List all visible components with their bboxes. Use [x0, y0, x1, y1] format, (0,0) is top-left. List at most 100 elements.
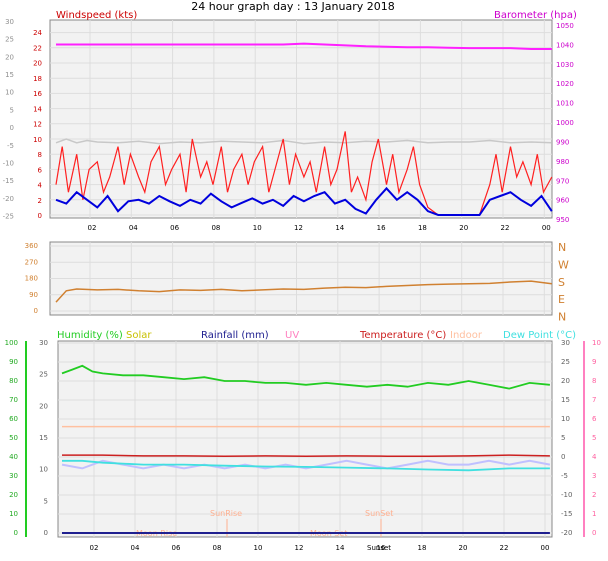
- x-tick-label: 04: [131, 544, 140, 552]
- wind-tick-label-grey: 30: [5, 18, 14, 26]
- wind-tick-label: 2: [38, 197, 42, 205]
- x-tick-label: 12: [295, 544, 304, 552]
- baro-tick-label: 970: [556, 177, 569, 185]
- wind-tick-label-grey: -10: [3, 159, 14, 167]
- humidity-tick-label: 80: [9, 377, 18, 385]
- compass-label: S: [558, 276, 565, 289]
- multi-plot-area: [57, 340, 553, 538]
- baro-tick-label: 1030: [556, 61, 574, 69]
- baro-tick-label: 1000: [556, 119, 574, 127]
- barometer-line: [56, 42, 552, 50]
- x-tick-label: 18: [418, 544, 427, 552]
- uv-tick-label: 6: [592, 415, 597, 423]
- x-tick-label: 20: [459, 224, 468, 232]
- wind-tick-label-grey: -15: [3, 177, 14, 185]
- legend-label: Indoor: [450, 330, 483, 341]
- direction-tick-label: 360: [25, 242, 38, 250]
- wind-tick-label-grey: 25: [5, 36, 14, 44]
- sunset-x-label: Sunset: [367, 544, 391, 552]
- solar-tick-label: 5: [44, 497, 48, 505]
- humidity-tick-label: 100: [5, 339, 18, 347]
- wind-tick-label: 12: [33, 121, 42, 129]
- temp-tick-label: 15: [561, 396, 570, 404]
- x-tick-label: 16: [377, 544, 386, 552]
- compass-label: E: [558, 293, 565, 306]
- humidity-tick-label: 0: [14, 529, 18, 537]
- legend-label: Solar: [126, 330, 152, 341]
- humidity-tick-label: 60: [9, 415, 18, 423]
- compass-label: W: [558, 258, 569, 271]
- chart-title: 24 hour graph day : 13 January 2018: [191, 0, 395, 13]
- wind-plot-area: [49, 19, 553, 219]
- humidity-tick-label: 40: [9, 453, 18, 461]
- x-tick-label: 08: [213, 544, 222, 552]
- dewpoint-line: [62, 459, 550, 472]
- uv-tick-label: 2: [592, 491, 596, 499]
- wind-tick-label: 24: [33, 29, 42, 37]
- solar-tick-label: 0: [44, 529, 48, 537]
- uv-tick-label: 9: [592, 358, 596, 366]
- x-tick-label: 18: [418, 224, 427, 232]
- compass-label: N: [558, 241, 566, 254]
- direction-tick-label: 270: [25, 258, 38, 266]
- temp-tick-label: 25: [561, 358, 570, 366]
- temp-tick-label: 5: [561, 434, 565, 442]
- uv-tick-label: 0: [592, 529, 596, 537]
- baro-tick-label: 1020: [556, 80, 574, 88]
- solar-tick-label: 10: [39, 466, 48, 474]
- x-tick-label: 04: [129, 224, 138, 232]
- x-tick-label: 14: [336, 544, 345, 552]
- humidity-line: [61, 364, 550, 390]
- uv-tick-label: 4: [592, 453, 597, 461]
- wind-tick-label: 8: [38, 151, 42, 159]
- legend-label: Dew Point (°C): [503, 330, 576, 341]
- wind-avg-line: [55, 186, 553, 216]
- solar-tick-label: 30: [39, 339, 48, 347]
- wind-tick-label-grey: 20: [5, 53, 14, 61]
- wind-tick-label: 10: [33, 136, 42, 144]
- uv-tick-label: 3: [592, 472, 596, 480]
- wind-tick-label-grey: 0: [10, 124, 14, 132]
- baro-tick-label: 980: [556, 158, 569, 166]
- temp-tick-label: -5: [561, 472, 568, 480]
- x-tick-label: 08: [211, 224, 220, 232]
- legend-label: Temperature (°C): [359, 330, 446, 341]
- uv-tick-label: 10: [592, 339, 601, 347]
- humidity-tick-label: 90: [9, 358, 18, 366]
- direction-tick-label: 0: [34, 307, 38, 315]
- wind-tick-label: 18: [33, 75, 42, 83]
- baro-tick-label: 960: [556, 197, 569, 205]
- sunset-label: SunSet: [365, 509, 393, 518]
- wind-tick-label: 16: [33, 90, 42, 98]
- temperature-line: [62, 454, 550, 457]
- wind-tick-label: 14: [33, 105, 42, 113]
- wind-tick-label: 22: [33, 44, 42, 52]
- baro-axis-label: Barometer (hpa): [494, 10, 577, 21]
- baro-tick-label: 950: [556, 216, 569, 224]
- direction-line: [55, 280, 552, 303]
- x-tick-label: 10: [254, 544, 263, 552]
- humidity-tick-label: 70: [9, 396, 18, 404]
- wind-tick-label-grey: 10: [5, 89, 14, 97]
- wind-tick-label-grey: -5: [7, 142, 14, 150]
- direction-tick-label: 180: [25, 275, 38, 283]
- compass-label: N: [558, 311, 566, 324]
- uv-tick-label: 7: [592, 396, 596, 404]
- temp-tick-label: -15: [561, 510, 572, 518]
- wind-tick-label-grey: -20: [3, 195, 14, 203]
- x-tick-label: 06: [172, 544, 181, 552]
- x-tick-label: 14: [335, 224, 344, 232]
- wind-tick-label-grey: 5: [10, 106, 14, 114]
- uv-tick-label: 8: [592, 377, 596, 385]
- uv-tick-label: 1: [592, 510, 596, 518]
- x-tick-label: 10: [253, 224, 262, 232]
- x-tick-label: 00: [541, 544, 550, 552]
- legend-label: Rainfall (mm): [201, 330, 269, 341]
- baro-tick-label: 1040: [556, 41, 574, 49]
- baro-tick-label: 990: [556, 138, 569, 146]
- legend-label: Humidity (%): [57, 330, 123, 341]
- temp-tick-label: 0: [561, 453, 565, 461]
- temp-tick-label: 20: [561, 377, 570, 385]
- baro-tick-label: 1010: [556, 100, 574, 108]
